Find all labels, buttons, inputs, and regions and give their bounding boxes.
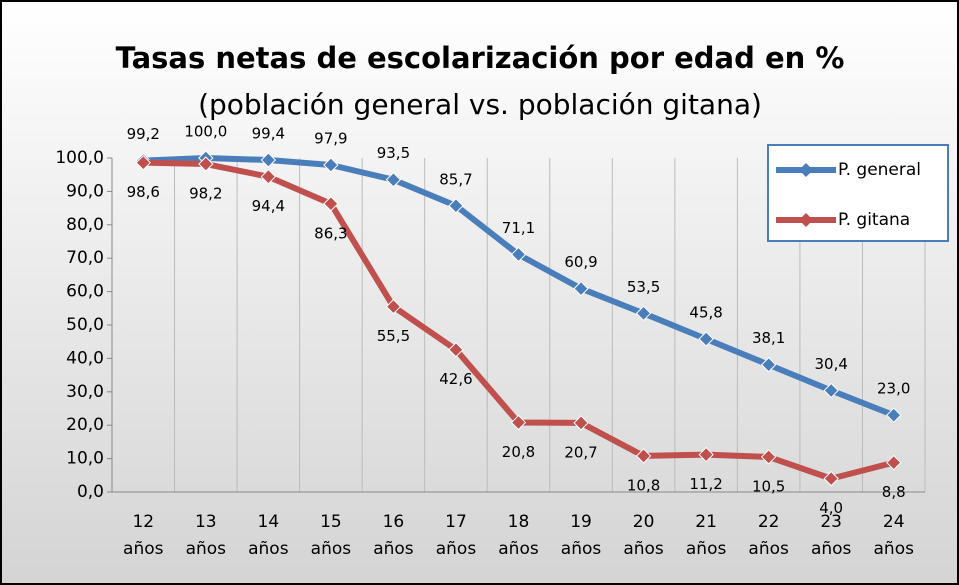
- point-marker: [385, 172, 402, 188]
- point-marker: [135, 154, 151, 171]
- y-tick-label: 30,0: [66, 382, 104, 402]
- data-label: 10,5: [752, 477, 785, 495]
- y-tick-label: 80,0: [66, 215, 104, 235]
- legend-label: P. gitana: [838, 210, 910, 230]
- data-label: 71,1: [502, 219, 535, 237]
- data-label: 53,5: [627, 278, 660, 296]
- x-tick-label: 17 años: [436, 512, 477, 559]
- legend-box: [767, 144, 949, 242]
- y-tick-label: 40,0: [66, 348, 104, 368]
- point-marker: [698, 446, 714, 463]
- point-marker: [823, 382, 839, 399]
- y-tick-label: 0,0: [77, 482, 104, 502]
- data-label: 98,2: [189, 185, 222, 203]
- data-label: 99,2: [127, 125, 160, 143]
- data-label: 4,0: [819, 499, 843, 517]
- y-tick-label: 90,0: [66, 181, 104, 201]
- x-tick-label: 18 años: [498, 512, 539, 559]
- legend-label: P. general: [838, 160, 921, 180]
- point-marker: [760, 449, 777, 465]
- x-tick-label: 19 años: [561, 512, 602, 559]
- data-label: 38,1: [752, 329, 785, 347]
- data-label: 98,6: [127, 183, 160, 201]
- data-label: 23,0: [877, 380, 910, 398]
- chart-subtitle: (población general vs. población gitana): [198, 88, 762, 121]
- data-label: 93,5: [377, 144, 410, 162]
- y-tick-label: 60,0: [66, 282, 104, 302]
- data-label: 100,0: [184, 123, 227, 141]
- point-marker: [510, 246, 527, 263]
- point-marker: [823, 470, 839, 487]
- y-tick-label: 50,0: [66, 315, 104, 335]
- point-marker: [886, 407, 902, 423]
- point-marker: [323, 196, 339, 212]
- point-marker: [198, 156, 214, 172]
- data-label: 86,3: [314, 224, 347, 242]
- point-marker: [573, 415, 589, 431]
- data-label: 42,6: [439, 370, 472, 388]
- x-tick-label: 14 años: [248, 512, 289, 559]
- point-marker: [698, 331, 714, 347]
- data-label: 11,2: [689, 475, 722, 493]
- point-marker: [448, 198, 464, 214]
- data-label: 60,9: [564, 253, 597, 271]
- point-marker: [510, 414, 527, 431]
- data-label: 20,8: [502, 443, 535, 461]
- data-label: 55,5: [377, 327, 410, 345]
- x-tick-label: 16 años: [373, 512, 414, 559]
- point-marker: [635, 448, 652, 464]
- legend-marker: [799, 163, 813, 177]
- data-label: 99,4: [252, 125, 285, 143]
- chart-title: Tasas netas de escolarización por edad e…: [116, 41, 845, 75]
- point-marker: [635, 305, 652, 322]
- point-marker: [573, 280, 589, 297]
- data-label: 20,7: [564, 443, 597, 461]
- point-marker: [886, 454, 902, 471]
- data-label: 30,4: [814, 355, 847, 373]
- data-label: 97,9: [314, 130, 347, 148]
- point-marker: [760, 357, 777, 373]
- point-marker: [448, 342, 464, 358]
- data-label: 8,8: [882, 483, 906, 501]
- x-tick-label: 13 años: [186, 512, 227, 559]
- x-tick-label: 23 años: [811, 512, 852, 559]
- x-tick-label: 24 años: [874, 512, 915, 559]
- y-tick-label: 70,0: [66, 248, 104, 268]
- x-tick-label: 12 años: [123, 512, 164, 559]
- x-tick-label: 15 años: [311, 512, 352, 559]
- x-tick-label: 21 años: [686, 512, 727, 559]
- data-label: 10,8: [627, 476, 660, 494]
- x-tick-label: 20 años: [623, 512, 664, 559]
- x-tick-label: 22 años: [748, 512, 789, 559]
- point-marker: [260, 152, 277, 168]
- data-label: 94,4: [252, 197, 285, 215]
- y-tick-label: 20,0: [66, 415, 104, 435]
- y-tick-label: 100,0: [55, 148, 104, 168]
- point-marker: [323, 157, 339, 173]
- point-marker: [385, 298, 402, 315]
- point-marker: [260, 168, 277, 185]
- legend-marker: [799, 213, 813, 227]
- data-label: 45,8: [689, 304, 722, 322]
- data-label: 85,7: [439, 170, 472, 188]
- y-tick-label: 10,0: [66, 449, 104, 469]
